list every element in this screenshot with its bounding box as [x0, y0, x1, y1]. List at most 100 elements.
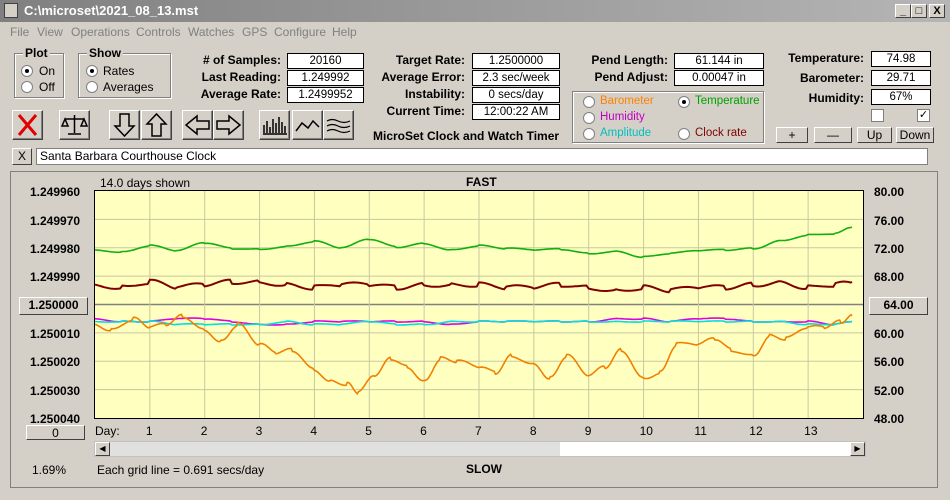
overlay-barometer-radio[interactable] — [583, 96, 595, 108]
menu-file[interactable]: File — [10, 25, 30, 39]
menu-gps[interactable]: GPS — [242, 25, 268, 39]
move-up-button[interactable] — [141, 110, 172, 140]
histogram-button[interactable] — [259, 110, 290, 140]
percent-label: 1.69% — [32, 463, 67, 477]
temperature-value: 74.98 — [871, 51, 931, 67]
y-left-tick: 1.250010 — [30, 327, 81, 341]
menu-bar: File View Operations Controls Watches GP… — [0, 22, 950, 42]
menu-controls[interactable]: Controls — [136, 25, 181, 39]
overlay-group — [572, 91, 764, 143]
day-tick-label: 9 — [584, 424, 592, 438]
move-left-button[interactable] — [182, 110, 213, 140]
last-reading-label: Last Reading: — [201, 70, 281, 84]
overlay-barometer-label: Barometer — [600, 95, 654, 107]
menu-help[interactable]: Help — [332, 25, 357, 39]
log-checkbox-2[interactable]: ✓ — [917, 109, 930, 122]
overlay-humidity-radio[interactable] — [583, 112, 595, 124]
grid-note-label: Each grid line = 0.691 secs/day — [97, 463, 265, 477]
smooth-graph-button[interactable] — [323, 110, 354, 140]
overlay-amplitude-radio[interactable] — [583, 128, 595, 140]
humidity-value: 67% — [871, 89, 931, 105]
window-title: C:\microset\2021_08_13.mst — [24, 3, 199, 18]
y-right-tick: 80.00 — [874, 185, 905, 199]
y-right-tick: 68.00 — [874, 270, 905, 284]
avg-error-value: 2.3 sec/week — [472, 70, 560, 86]
graph-panel — [10, 171, 938, 488]
samples-value: 20160 — [287, 53, 364, 69]
move-down-button[interactable] — [109, 110, 140, 140]
offset-button[interactable]: 0 — [26, 425, 85, 440]
current-time-label: Current Time: — [386, 104, 465, 118]
stop-button[interactable] — [12, 110, 43, 140]
day-tick-label: 13 — [804, 424, 818, 438]
day-tick-label: 8 — [529, 424, 537, 438]
scroll-left-arrow-icon[interactable]: ◀ — [95, 442, 110, 456]
center-value-button[interactable]: 64.00 — [869, 297, 928, 315]
target-rate-value[interactable]: 1.2500000 — [472, 53, 560, 69]
app-icon — [4, 3, 18, 18]
close-button[interactable]: X — [929, 4, 945, 18]
arrow-left-icon — [184, 114, 210, 136]
menu-configure[interactable]: Configure — [274, 25, 327, 39]
series-line-amplitude — [94, 320, 853, 326]
zoom-in-button[interactable]: + — [776, 127, 808, 143]
scroll-up-button[interactable]: Up — [857, 127, 892, 143]
arrow-right-icon — [216, 114, 242, 136]
y-right-tick: 56.00 — [874, 355, 905, 369]
show-rates-label: Rates — [103, 64, 135, 78]
time-scrollbar[interactable]: ◀ ▶ — [94, 441, 866, 457]
menu-watches[interactable]: Watches — [188, 25, 235, 39]
fast-label: FAST — [466, 175, 497, 189]
plot-on-radio[interactable] — [21, 65, 33, 77]
show-group-title: Show — [87, 46, 123, 60]
humidity-label: Humidity: — [808, 91, 864, 105]
instability-value: 0 secs/day — [472, 87, 560, 103]
balance-scale-icon — [60, 115, 89, 135]
day-tick-label: 1 — [145, 424, 153, 438]
arrow-down-icon — [113, 113, 136, 138]
menu-operations[interactable]: Operations — [71, 25, 130, 39]
day-tick-label: 7 — [475, 424, 482, 438]
scrollbar-thumb[interactable] — [560, 442, 850, 456]
day-tick-label: 4 — [310, 424, 318, 438]
minimize-button[interactable]: _ — [895, 4, 911, 18]
show-averages-radio[interactable] — [86, 81, 98, 93]
clear-clock-button[interactable]: X — [12, 148, 32, 165]
menu-view[interactable]: View — [37, 25, 63, 39]
y-right-tick: 52.00 — [874, 384, 905, 398]
y-right-tick: 72.00 — [874, 242, 905, 256]
balance-button[interactable] — [59, 110, 90, 140]
zoom-out-button[interactable]: — — [814, 127, 852, 143]
overlay-temperature-radio[interactable] — [678, 96, 690, 108]
overlay-clockrate-radio[interactable] — [678, 128, 690, 140]
samples-label: # of Samples: — [202, 53, 281, 67]
maximize-button[interactable]: □ — [911, 4, 927, 18]
log-checkbox-1[interactable] — [871, 109, 884, 122]
last-reading-value: 1.249992 — [287, 70, 364, 86]
app-name-label: MicroSet Clock and Watch Timer — [373, 129, 560, 143]
day-tick-label: 10 — [639, 424, 653, 438]
temperature-label: Temperature: — [788, 51, 864, 65]
show-rates-radio[interactable] — [86, 65, 98, 77]
series-line-clock-rate — [94, 278, 853, 294]
avg-rate-value: 1.2499952 — [287, 87, 364, 103]
overlay-humidity-label: Humidity — [600, 111, 645, 123]
line-graph-button[interactable] — [292, 110, 323, 140]
y-left-tick: 1.250020 — [30, 355, 81, 369]
instability-label: Instability: — [404, 87, 465, 101]
clock-name-field[interactable]: Santa Barbara Courthouse Clock — [36, 148, 928, 165]
overlay-temperature-label: Temperature — [695, 95, 760, 107]
day-tick-label: 6 — [420, 424, 427, 438]
current-time-value: 12:00:22 AM — [472, 104, 560, 120]
center-rate-button[interactable]: 1.250000 — [19, 297, 88, 315]
series-line-barometer — [94, 313, 853, 395]
y-left-tick: 1.250030 — [30, 384, 81, 398]
pend-length-value: 61.144 in — [674, 53, 764, 69]
scroll-down-button[interactable]: Down — [896, 127, 934, 143]
scroll-right-arrow-icon[interactable]: ▶ — [850, 442, 865, 456]
plot-group-title: Plot — [23, 46, 50, 60]
plot-on-label: On — [39, 64, 56, 78]
plot-off-radio[interactable] — [21, 81, 33, 93]
chart-svg — [94, 191, 863, 418]
move-right-button[interactable] — [213, 110, 244, 140]
